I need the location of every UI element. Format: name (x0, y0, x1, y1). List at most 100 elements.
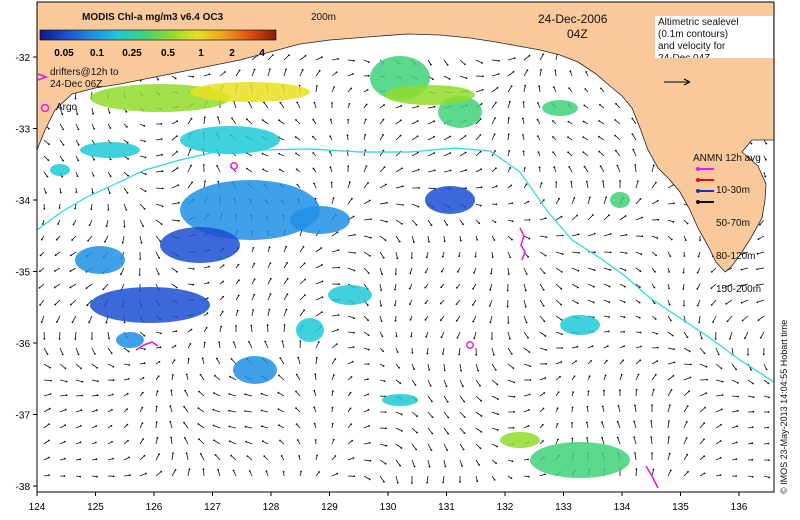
velocity-arrow (171, 453, 174, 461)
velocity-arrow (603, 267, 611, 271)
velocity-arrow-head (592, 214, 594, 216)
velocity-arrow (760, 331, 765, 338)
velocity-arrow-head (386, 201, 388, 204)
velocity-arrow-head (271, 54, 274, 56)
velocity-arrow (331, 473, 338, 477)
velocity-arrow-head (48, 423, 50, 425)
velocity-arrow-head (367, 408, 370, 411)
velocity-arrow (213, 425, 221, 429)
velocity-arrow-head (409, 272, 412, 275)
velocity-arrow-head (86, 304, 89, 307)
velocity-arrow-head (657, 218, 660, 221)
velocity-arrow-head (367, 348, 370, 351)
velocity-arrow-head (623, 301, 626, 304)
drifters-legend-label: drifters@12h to 24-Dec 06Z (50, 67, 119, 90)
velocity-arrow-head (402, 204, 404, 206)
velocity-arrow-head (463, 400, 466, 403)
velocity-arrow-head (752, 410, 755, 413)
velocity-arrow (699, 363, 707, 368)
velocity-arrow-head (158, 360, 161, 363)
chl-colorbar-title: MODIS Chl-a mg/m3 v6.4 OC3 (82, 12, 224, 23)
velocity-arrow-head (126, 423, 129, 426)
velocity-arrow (539, 331, 546, 337)
lon-tick-label: 135 (672, 502, 689, 513)
velocity-arrow (651, 389, 655, 397)
velocity-arrow-head (201, 357, 204, 360)
velocity-arrow-head (583, 165, 586, 168)
velocity-arrow (331, 249, 339, 253)
velocity-arrow (523, 85, 526, 93)
velocity-arrow-head (329, 118, 332, 121)
velocity-arrow-head (351, 439, 354, 442)
velocity-scale (664, 78, 691, 86)
velocity-arrow (697, 299, 701, 306)
velocity-arrow (59, 331, 61, 339)
velocity-arrow (603, 299, 610, 303)
velocity-arrow (347, 267, 355, 271)
velocity-arrow-head (238, 69, 241, 72)
velocity-arrow (472, 299, 477, 306)
velocity-arrow (475, 427, 482, 433)
velocity-arrow-head (573, 197, 576, 199)
velocity-arrow-head (47, 159, 50, 162)
isobath-label: 200m (311, 12, 337, 23)
velocity-arrow-head (110, 352, 113, 354)
velocity-arrow (107, 187, 111, 194)
velocity-arrow (741, 299, 749, 304)
velocity-arrow (59, 394, 67, 397)
velocity-arrow-head (278, 424, 280, 427)
velocity-arrow-head (479, 447, 482, 450)
velocity-arrow-head (63, 475, 66, 477)
velocity-arrow-head (616, 164, 619, 167)
lon-tick-label: 133 (555, 502, 572, 513)
velocity-arrow-head (261, 425, 263, 428)
velocity-arrow (459, 135, 466, 141)
velocity-arrow (459, 411, 465, 418)
velocity-arrow-head (582, 136, 585, 139)
velocity-arrow-head (582, 120, 585, 123)
velocity-arrow (442, 347, 445, 355)
velocity-arrow-head (365, 165, 368, 168)
velocity-arrow-head (396, 481, 399, 484)
velocity-arrow (230, 455, 237, 461)
velocity-arrow (475, 443, 481, 449)
velocity-arrow (395, 168, 403, 173)
velocity-arrow (75, 363, 82, 369)
velocity-arrow (602, 406, 605, 413)
velocity-arrow-head (222, 295, 225, 298)
velocity-arrow-head (244, 410, 247, 412)
velocity-arrow (683, 471, 689, 477)
velocity-arrow (155, 422, 157, 429)
velocity-arrow-head (160, 470, 163, 473)
velocity-arrow-head (672, 221, 675, 223)
velocity-arrow (235, 310, 239, 317)
velocity-arrow (651, 182, 657, 189)
velocity-arrow (123, 474, 131, 477)
velocity-arrow-head (464, 151, 467, 154)
velocity-arrow (59, 139, 64, 146)
velocity-arrow-head (48, 407, 51, 410)
velocity-arrow-head (608, 301, 611, 303)
velocity-arrow (459, 59, 466, 65)
velocity-arrow (363, 425, 370, 429)
velocity-arrow-head (497, 73, 500, 75)
velocity-arrow (731, 425, 738, 429)
velocity-arrow-head (367, 393, 370, 396)
velocity-arrow (667, 405, 671, 413)
velocity-arrow-head (553, 166, 556, 169)
velocity-arrow (539, 217, 546, 221)
velocity-arrow (171, 135, 178, 141)
velocity-arrow-head (673, 348, 675, 351)
velocity-arrow-head (70, 254, 72, 257)
velocity-arrow-head (735, 368, 737, 371)
velocity-arrow-head (220, 325, 223, 328)
velocity-arrow (123, 347, 129, 352)
anmn-swatch-dot (696, 200, 700, 204)
velocity-arrow (395, 443, 402, 449)
velocity-arrow-head (668, 287, 670, 290)
velocity-arrow-head (353, 269, 356, 272)
velocity-arrow-head (496, 445, 498, 448)
velocity-arrow-head (465, 187, 467, 190)
velocity-arrow-head (367, 61, 370, 63)
velocity-arrow-head (318, 69, 321, 72)
